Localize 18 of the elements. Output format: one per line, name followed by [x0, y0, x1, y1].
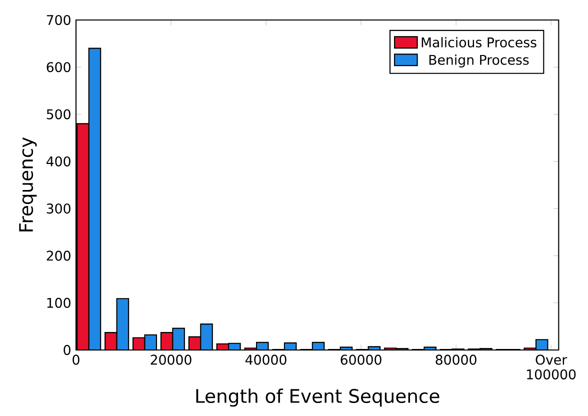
y-tick-label: 400 [46, 156, 70, 166]
x-tick-label: 20000 [150, 354, 192, 365]
y-tick-label: 700 [46, 14, 70, 26]
x-tick-label: 40000 [245, 354, 286, 365]
legend-label: Benign Process [429, 54, 529, 68]
y-tick-label: 100 [47, 298, 70, 308]
y-tick-label: 200 [46, 250, 70, 261]
x-tick-label: 60000 [340, 354, 382, 365]
y-tick-label: 500 [46, 109, 70, 120]
x-tick-label: 0 [72, 354, 80, 365]
x-axis-title: Length of Event Sequence [196, 388, 440, 407]
y-tick-label: 600 [46, 62, 70, 72]
y-axis-title: Frequency [19, 137, 37, 232]
x-tick-label: 80000 [436, 354, 476, 365]
y-tick-label: 0 [64, 344, 70, 356]
y-tick-label: 300 [46, 204, 70, 214]
legend-label: Malicious Process [422, 37, 536, 48]
x-tick-label: Over 100000 [527, 354, 576, 380]
